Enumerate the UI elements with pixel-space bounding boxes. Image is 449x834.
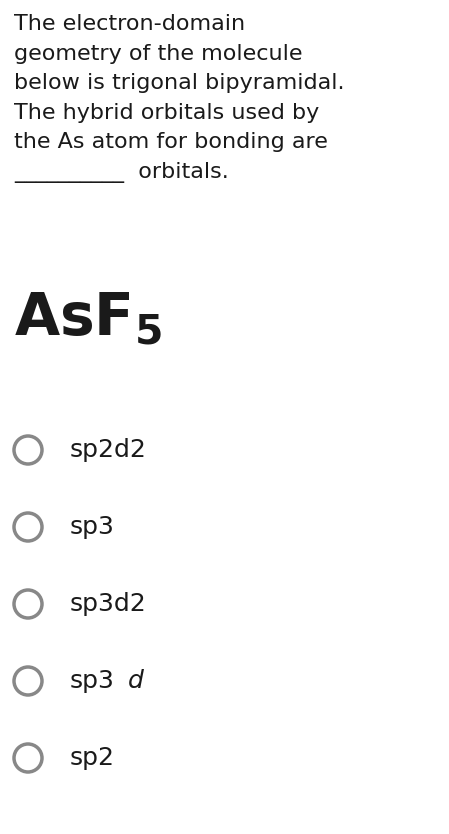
Text: sp3d2: sp3d2 — [70, 592, 147, 616]
Text: sp3: sp3 — [70, 515, 115, 539]
Text: d: d — [128, 669, 144, 693]
Text: sp2d2: sp2d2 — [70, 438, 147, 462]
Text: sp2: sp2 — [70, 746, 115, 770]
Text: The electron-domain
geometry of the molecule
below is trigonal bipyramidal.
The : The electron-domain geometry of the mole… — [14, 14, 344, 183]
Text: $\mathbf{AsF_5}$: $\mathbf{AsF_5}$ — [14, 290, 162, 347]
Text: sp3: sp3 — [70, 669, 115, 693]
